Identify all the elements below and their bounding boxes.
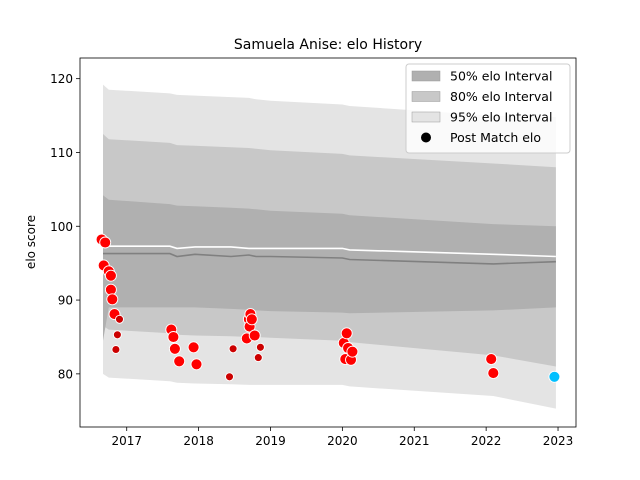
x-tick-label: 2020 <box>327 434 358 448</box>
post-match-point <box>99 236 112 249</box>
post-match-points <box>95 233 561 383</box>
x-tick-label: 2019 <box>255 434 286 448</box>
legend-swatch <box>411 111 441 123</box>
legend-label: Post Match elo <box>450 130 541 145</box>
y-axis: 80 90 100 110 120 <box>50 72 80 381</box>
post-match-point <box>228 344 238 354</box>
x-axis: 2017 2018 2019 2020 2021 2022 2023 <box>111 427 573 448</box>
post-match-point <box>111 345 121 354</box>
y-tick-label: 120 <box>50 72 73 86</box>
plot-frame <box>79 57 577 428</box>
x-tick-label: 2017 <box>111 434 142 448</box>
post-match-point <box>346 345 359 358</box>
series-line-1 <box>102 238 556 258</box>
y-tick-label: 80 <box>58 367 73 381</box>
interval-bands <box>103 84 556 409</box>
post-match-point <box>115 314 124 324</box>
series-lines <box>102 238 556 265</box>
x-tick-label: 2023 <box>543 434 574 448</box>
post-match-point <box>106 293 119 306</box>
legend-label: 50% elo Interval <box>450 69 552 84</box>
plot-area <box>95 84 561 409</box>
chart-title: Samuela Anise: elo History <box>234 37 422 53</box>
y-axis-label: elo score <box>24 215 38 269</box>
post-match-point <box>548 370 561 383</box>
post-match-point <box>340 327 353 340</box>
post-match-point <box>485 353 498 366</box>
y-tick-label: 110 <box>50 146 73 160</box>
legend-label: 95% elo Interval <box>450 110 552 125</box>
x-tick-label: 2018 <box>183 434 214 448</box>
legend-label: 80% elo Interval <box>450 89 552 104</box>
y-tick-label: 100 <box>50 220 73 234</box>
legend-swatch <box>411 70 441 82</box>
post-match-point <box>167 331 180 343</box>
legend-swatch <box>411 91 441 102</box>
post-match-point <box>173 355 186 368</box>
legend: 50% elo Interval 80% elo Interval 95% elo … <box>405 63 571 154</box>
50-percent-interval-band <box>103 195 556 341</box>
post-match-point <box>225 372 234 382</box>
legend-items: 50% elo Interval 80% elo Interval 95% elo … <box>411 69 552 145</box>
post-match-point <box>187 341 200 354</box>
x-tick-label: 2021 <box>399 434 430 448</box>
post-match-point <box>248 329 261 342</box>
post-match-point <box>104 269 117 282</box>
legend-marker <box>421 132 431 143</box>
series-line-2 <box>103 252 556 265</box>
post-match-point <box>487 367 500 380</box>
post-match-point <box>112 330 122 340</box>
post-match-point <box>255 342 265 352</box>
post-match-point <box>190 358 203 371</box>
post-match-point <box>168 342 181 355</box>
legend-frame <box>405 63 571 154</box>
post-match-point <box>253 353 263 363</box>
post-match-point <box>245 313 258 326</box>
x-tick-label: 2022 <box>471 434 502 448</box>
y-tick-label: 90 <box>58 294 73 308</box>
